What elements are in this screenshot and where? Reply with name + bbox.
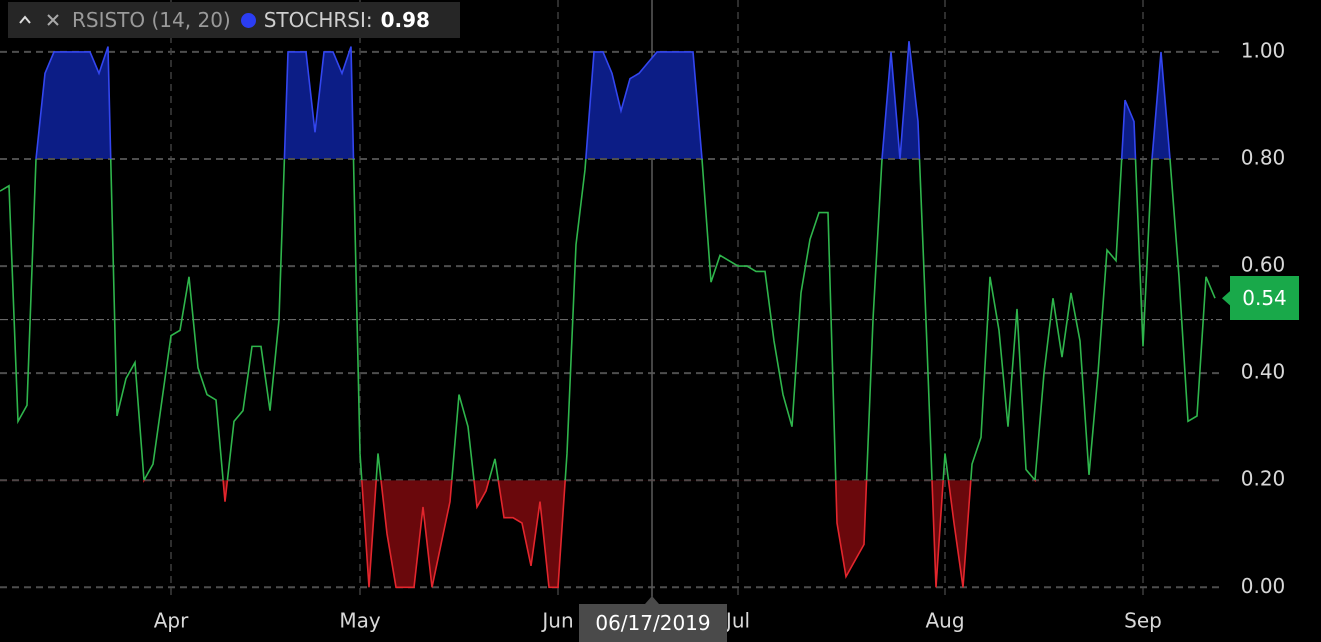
overbought-area <box>35 41 1171 160</box>
oversold-area <box>223 480 971 588</box>
crosshair-value: 0.98 <box>380 8 430 32</box>
x-tick-label: Jun <box>540 609 573 633</box>
x-tick-label: Sep <box>1124 609 1162 633</box>
legend-series-name: STOCHRSI: <box>263 8 373 32</box>
indicator-name: RSISTO (14, 20) <box>72 8 231 32</box>
y-tick-label: 0.40 <box>1241 360 1286 384</box>
legend-dot <box>240 12 256 28</box>
y-tick-label: 0.00 <box>1241 574 1286 598</box>
x-tick-label: Jul <box>724 609 750 633</box>
legend-header: RSISTO (14, 20) STOCHRSI: 0.98 <box>8 2 460 38</box>
stochrsi-line <box>0 159 1216 481</box>
y-tick-label: 0.20 <box>1241 467 1286 491</box>
y-tick-label: 1.00 <box>1241 38 1286 62</box>
last-value-pointer <box>1222 290 1231 307</box>
y-tick-label: 0.80 <box>1241 146 1286 170</box>
last-value-label: 0.54 <box>1230 276 1299 321</box>
crosshair-pointer <box>645 596 659 604</box>
close-icon[interactable] <box>42 9 64 31</box>
crosshair-date: 06/17/2019 <box>579 604 727 642</box>
collapse-icon[interactable] <box>14 9 36 31</box>
stochrsi-line-overbought <box>35 41 1171 160</box>
x-tick-label: May <box>339 609 381 633</box>
x-tick-label: Apr <box>154 609 189 633</box>
x-tick-label: Aug <box>925 609 964 633</box>
y-tick-label: 0.60 <box>1241 253 1286 277</box>
